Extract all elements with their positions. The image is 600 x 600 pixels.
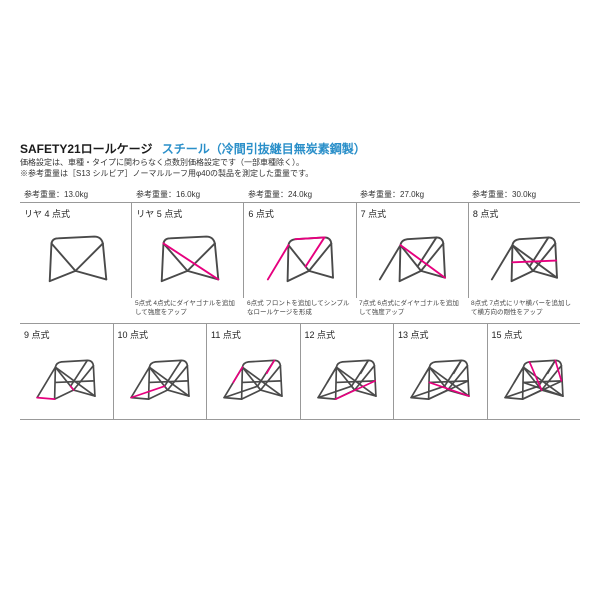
cage-diagram <box>24 343 109 415</box>
cell-label: 12 点式 <box>305 328 390 341</box>
cage-diagram <box>398 343 483 415</box>
cell-label: 8 点式 <box>473 207 576 220</box>
caption-row-1: 5点式 4点式にダイヤゴナルを追加して強度をアップ 6点式 フロントを追加してシ… <box>20 298 580 322</box>
caption-cell: 5点式 4点式にダイヤゴナルを追加して強度をアップ <box>132 298 244 322</box>
cage-diagram <box>211 343 296 415</box>
title-line: SAFETY21ロールケージ スチール（冷間引抜継目無炭素鋼製） <box>20 140 580 157</box>
weight-cell: 参考重量：30.0kg <box>468 187 580 202</box>
weight-cell: 参考重量：24.0kg <box>244 187 356 202</box>
cage-cell: 13 点式 <box>394 324 488 419</box>
cage-cell: 12 点式 <box>301 324 395 419</box>
cage-diagram <box>473 222 576 294</box>
cell-label: 13 点式 <box>398 328 483 341</box>
cell-label: 15 点式 <box>492 328 577 341</box>
cell-label: 9 点式 <box>24 328 109 341</box>
cage-cell: 10 点式 <box>114 324 208 419</box>
desc-line-1: 価格設定は、車種・タイプに関わらなく点数別価格設定です（一部車種除く）。 <box>20 157 580 168</box>
cage-cell: 11 点式 <box>207 324 301 419</box>
cage-cell: 7 点式 <box>357 203 469 298</box>
title-sub: スチール（冷間引抜継目無炭素鋼製） <box>162 142 366 156</box>
cell-label: リヤ 5 点式 <box>136 207 239 220</box>
weights-row: 参考重量：13.0kg 参考重量：16.0kg 参考重量：24.0kg 参考重量… <box>20 187 580 202</box>
cell-label: 10 点式 <box>118 328 203 341</box>
cage-cell: 15 点式 <box>488 324 581 419</box>
cell-label: 7 点式 <box>361 207 464 220</box>
cage-diagram <box>361 222 464 294</box>
weight-cell: 参考重量：16.0kg <box>132 187 244 202</box>
caption-cell: 6点式 フロントを追加してシンプルなロールケージを形成 <box>244 298 356 322</box>
diagram-grid: 参考重量：13.0kg 参考重量：16.0kg 参考重量：24.0kg 参考重量… <box>20 187 580 419</box>
cage-cell: 8 点式 <box>469 203 580 298</box>
cage-diagram <box>305 343 390 415</box>
cage-cell: リヤ 5 点式 <box>132 203 244 298</box>
cage-diagram <box>24 222 127 294</box>
cage-cell: リヤ 4 点式 <box>20 203 132 298</box>
grid-row-1: リヤ 4 点式 リヤ 5 点式 <box>20 202 580 298</box>
cell-label: リヤ 4 点式 <box>24 207 127 220</box>
cage-diagram <box>136 222 239 294</box>
cell-label: 11 点式 <box>211 328 296 341</box>
cage-cell: 6 点式 <box>244 203 356 298</box>
cage-cell: 9 点式 <box>20 324 114 419</box>
weight-cell: 参考重量：27.0kg <box>356 187 468 202</box>
weight-cell: 参考重量：13.0kg <box>20 187 132 202</box>
cage-diagram <box>248 222 351 294</box>
caption-cell: 8点式 7点式にリヤ横バーを追加して横方向の剛性をアップ <box>468 298 580 322</box>
title-main: SAFETY21ロールケージ <box>20 142 152 156</box>
header-block: SAFETY21ロールケージ スチール（冷間引抜継目無炭素鋼製） 価格設定は、車… <box>20 140 580 179</box>
cage-diagram <box>492 343 577 415</box>
caption-cell <box>20 298 132 322</box>
cell-label: 6 点式 <box>248 207 351 220</box>
cage-diagram <box>118 343 203 415</box>
desc-line-2: ※参考重量は［S13 シルビア］ノーマルルーフ用φ40の製品を測定した重量です。 <box>20 168 580 179</box>
caption-cell: 7点式 6点式にダイヤゴナルを追加して強度アップ <box>356 298 468 322</box>
grid-row-2: 9 点式 10 点式 <box>20 323 580 420</box>
